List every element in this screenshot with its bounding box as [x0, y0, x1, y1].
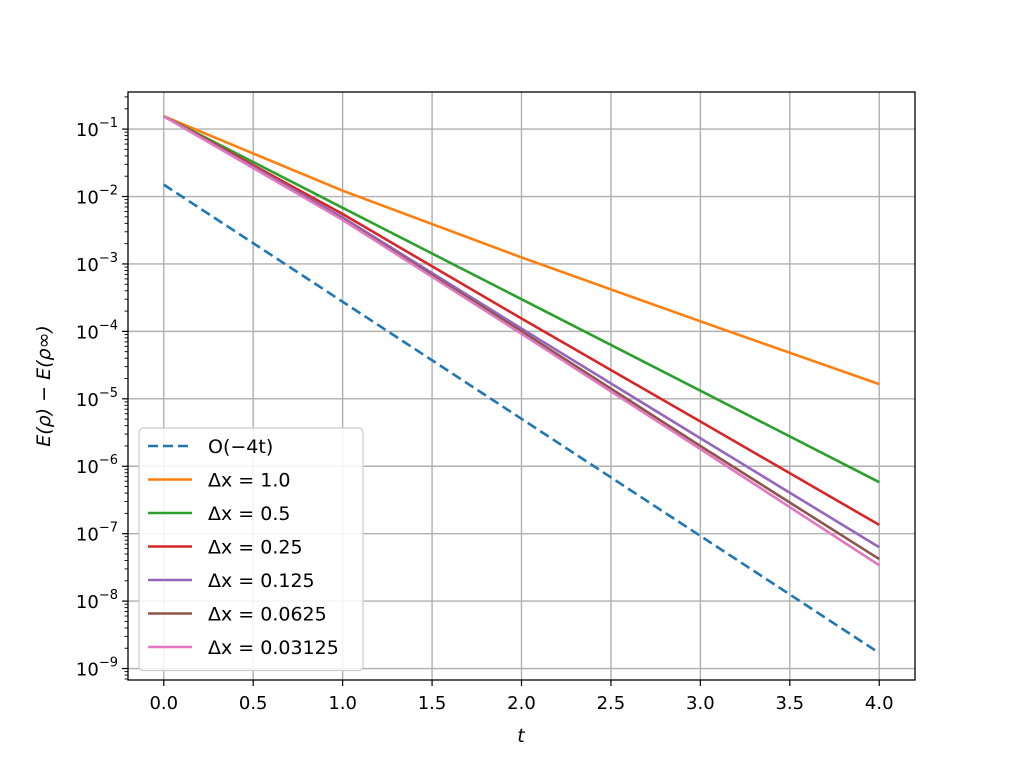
series-line-6	[163, 115, 880, 567]
x-axis: 0.0 0.5 1.0 1.5 2.0 2.5 3.0 3.5 4.0	[149, 680, 894, 714]
y-tick-label: 10−8	[76, 588, 118, 613]
y-tick-label: 10−2	[76, 184, 118, 209]
y-tick-label: 10−4	[76, 318, 118, 343]
x-tick-label: 4.0	[865, 693, 894, 714]
x-tick-label: 2.5	[597, 693, 626, 714]
x-tick-label: 0.0	[149, 693, 178, 714]
y-tick-label: 10−3	[76, 251, 118, 276]
x-tick-label: 1.0	[328, 693, 357, 714]
legend-label-4: Δx = 0.125	[208, 570, 315, 592]
y-axis: 10−1 10−2 10−3 10−4 10−5 10−6 10−7 10−8 10−9	[76, 116, 128, 681]
y-tick-label: 10−6	[76, 453, 118, 478]
legend-box	[138, 427, 364, 672]
series-line-0	[163, 183, 880, 655]
x-tick-label: 3.0	[686, 693, 715, 714]
y-tick-label: 10−1	[76, 116, 118, 141]
legend-label-0: O(−4t)	[208, 436, 273, 458]
legend-label-6: Δx = 0.03125	[208, 637, 339, 659]
x-tick-label: 0.5	[239, 693, 268, 714]
x-tick-label: 2.0	[507, 693, 536, 714]
x-tick-label: 3.5	[775, 693, 804, 714]
legend: O(−4t) Δx = 1.0 Δx = 0.5 Δx = 0.25 Δx = 0.12…	[138, 427, 364, 672]
y-tick-label: 10−7	[76, 521, 118, 546]
legend-label-3: Δx = 0.25	[208, 537, 303, 559]
series-layer	[163, 115, 880, 655]
y-tick-label: 10−9	[76, 656, 118, 681]
legend-label-1: Δx = 1.0	[208, 470, 290, 492]
x-tick-label: 1.5	[418, 693, 447, 714]
legend-label-5: Δx = 0.0625	[208, 604, 327, 626]
series-line-1	[163, 115, 880, 386]
x-axis-label: t	[517, 725, 526, 747]
y-axis-label: E(ρ) − E(ρ∞)	[33, 325, 55, 447]
y-tick-label: 10−5	[76, 386, 118, 411]
legend-label-2: Δx = 0.5	[208, 503, 290, 525]
series-line-3	[163, 115, 880, 527]
series-line-2	[163, 115, 880, 484]
